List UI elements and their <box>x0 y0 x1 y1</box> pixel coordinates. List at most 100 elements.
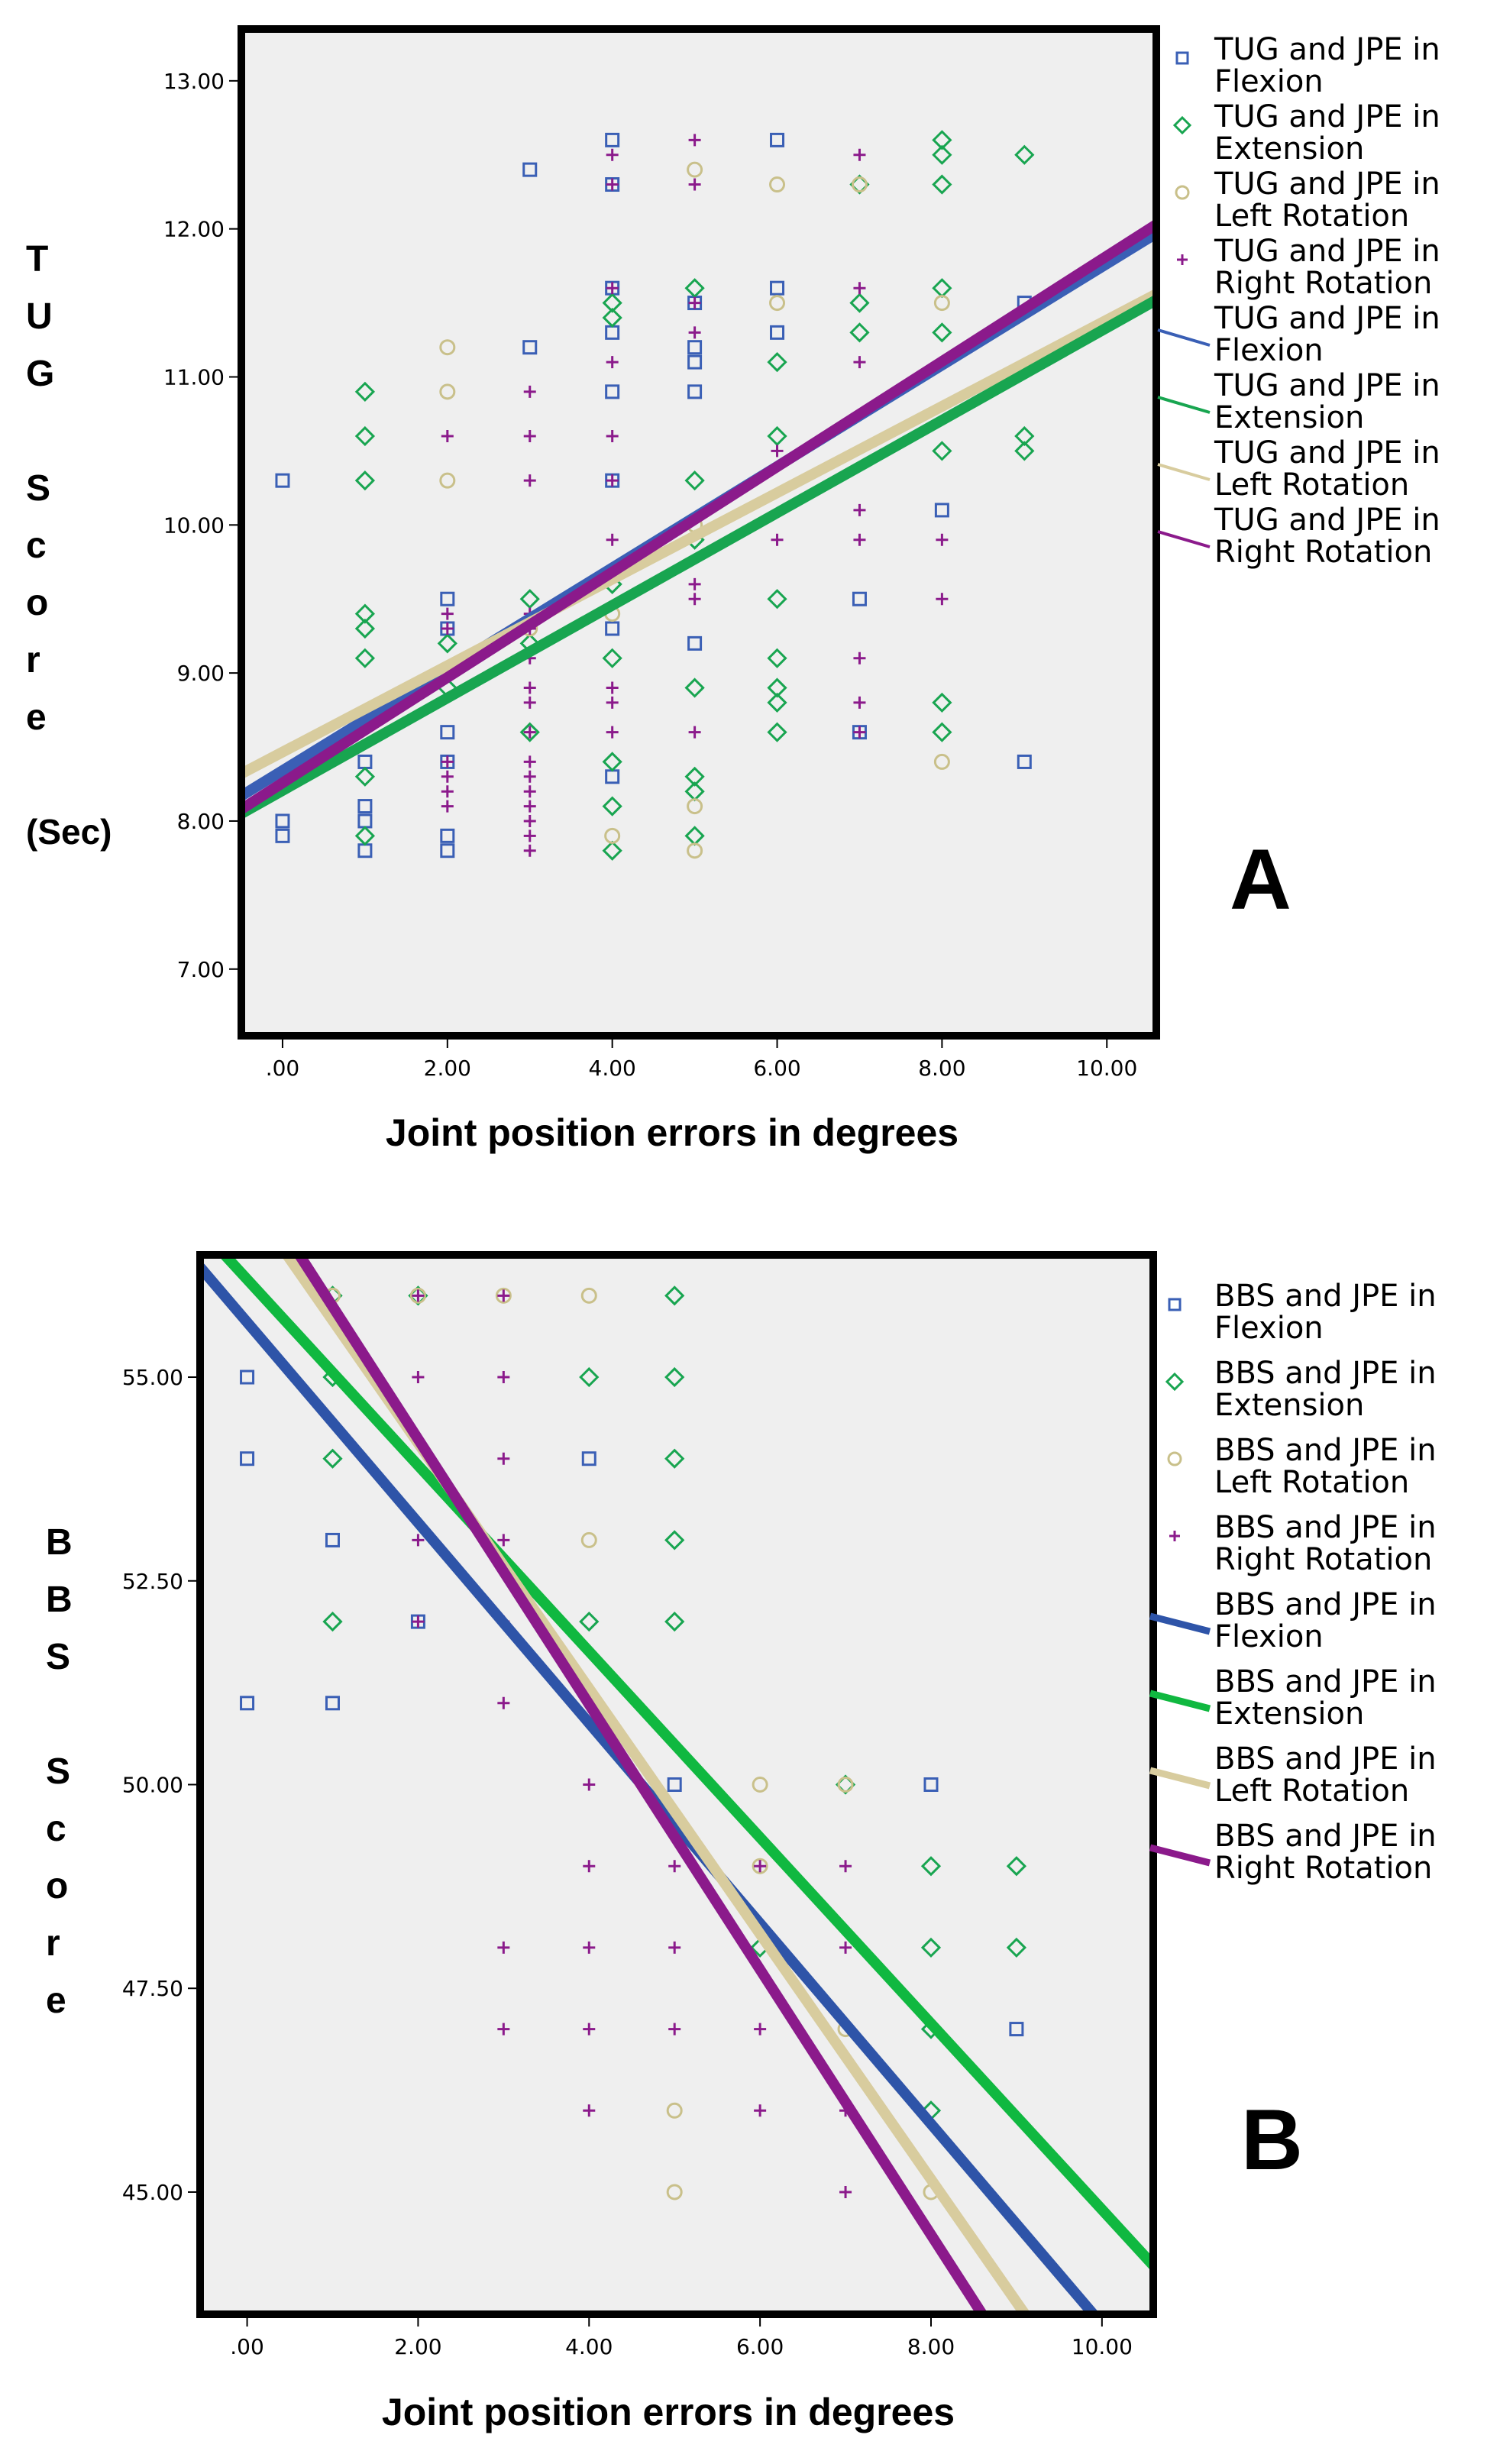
data-point-plus <box>583 1860 596 1873</box>
data-point-plus <box>853 726 866 739</box>
data-point-plus <box>771 445 784 458</box>
legend-label: Flexion <box>1214 333 1324 368</box>
legend-marker-diamond <box>1172 115 1192 135</box>
y-axis-title-part: r <box>46 1923 60 1964</box>
data-point-diamond <box>932 144 952 165</box>
data-point-plus <box>497 1371 510 1384</box>
data-point-square <box>770 132 785 147</box>
legend-line-swatch <box>1157 396 1211 414</box>
y-tick-label: 52.50 <box>122 1569 183 1594</box>
legend-label: TUG and JPE in <box>1214 32 1440 67</box>
data-point-plus <box>412 1289 425 1302</box>
data-point-diamond <box>1014 425 1035 447</box>
fit-line-right-rotation <box>293 1255 988 2314</box>
legend-label: Flexion <box>1214 1619 1324 1654</box>
x-tick-label: 8.00 <box>907 2334 955 2359</box>
data-point-diamond <box>932 174 952 195</box>
data-point-plus <box>688 577 701 590</box>
data-point-diamond <box>519 589 540 610</box>
data-point-plus <box>523 755 536 768</box>
data-point-circle <box>769 176 786 193</box>
plot-frame <box>238 25 1160 1040</box>
data-point-square <box>687 384 703 399</box>
data-point-diamond <box>602 840 622 861</box>
x-tick-label: 6.00 <box>753 1056 800 1081</box>
data-point-circle <box>769 295 786 312</box>
legend-label: BBS and JPE in <box>1214 1819 1437 1854</box>
data-point-circle <box>752 1858 768 1874</box>
data-point-plus <box>497 1534 510 1547</box>
data-point-plus <box>606 430 619 443</box>
data-point-diamond <box>602 648 622 668</box>
data-point-circle <box>439 472 456 489</box>
x-tick-label: .00 <box>230 2334 264 2359</box>
data-point-circle <box>666 2184 683 2200</box>
panel-letter: B <box>1241 2092 1303 2188</box>
legend-label: Right Rotation <box>1214 266 1432 301</box>
data-point-diamond <box>849 322 870 343</box>
legend-label: Extension <box>1214 1696 1364 1732</box>
data-point-plus <box>606 178 619 191</box>
data-point-diamond <box>684 677 705 698</box>
legend-label: TUG and JPE in <box>1214 234 1440 269</box>
data-point-plus <box>688 134 701 147</box>
data-point-diamond <box>767 692 787 713</box>
legend-label: Right Rotation <box>1214 1851 1432 1886</box>
panel-a-chart: 7.00 8.00 9.00 10.00 11.00 12.00 13.00 .00 2.00 4… <box>26 25 1440 1154</box>
data-point-diamond <box>932 722 952 742</box>
y-tick-label: 7.00 <box>177 957 225 982</box>
data-point-diamond <box>1006 1937 1027 1958</box>
data-point-plus <box>583 1778 596 1791</box>
data-point-diamond <box>1014 144 1035 165</box>
data-point-square <box>357 799 373 814</box>
data-point-plus <box>606 474 619 487</box>
legend-label: Flexion <box>1214 64 1324 99</box>
legend-label: BBS and JPE in <box>1214 1741 1437 1777</box>
data-point-plus <box>523 800 536 813</box>
data-point-plus <box>668 1941 681 1954</box>
data-point-plus <box>688 178 701 191</box>
y-axis-title-part: c <box>46 1809 66 1849</box>
data-point-diamond <box>767 722 787 742</box>
y-tick-label: 50.00 <box>122 1773 183 1798</box>
data-point-circle <box>687 161 703 178</box>
data-point-diamond <box>354 826 376 846</box>
data-point-diamond <box>354 648 376 668</box>
data-point-diamond <box>684 278 705 299</box>
y-axis-title-part: T <box>26 239 48 280</box>
y-axis-title-part: B <box>46 1580 73 1620</box>
data-point-diamond <box>602 752 622 772</box>
x-tick-label: 8.00 <box>918 1056 965 1081</box>
y-axis-title-part: S <box>46 1751 70 1792</box>
legend-label: Left Rotation <box>1214 1774 1409 1809</box>
x-tick-label: .00 <box>266 1056 300 1081</box>
legend-line-swatch <box>1149 1690 1211 1712</box>
data-point-plus <box>688 726 701 739</box>
data-point-plus <box>606 533 619 546</box>
data-point-plus <box>497 2023 510 2036</box>
x-axis-title: Joint position errors in degrees <box>386 1111 959 1154</box>
data-point-diamond <box>767 677 787 698</box>
data-point-plus <box>839 2185 852 2198</box>
x-tick-label: 4.00 <box>589 1056 636 1081</box>
data-point-plus <box>688 326 701 339</box>
data-point-square <box>240 1696 255 1711</box>
data-point-plus <box>936 593 949 606</box>
data-point-plus <box>839 1860 852 1873</box>
data-point-plus <box>583 2023 596 2036</box>
fit-line-extension <box>241 295 1156 819</box>
legend-marker-circle <box>1175 185 1190 200</box>
data-point-plus <box>853 356 866 369</box>
data-point-circle <box>495 1287 512 1304</box>
y-axis-title-part: r <box>26 640 40 681</box>
data-point-plus <box>853 652 866 665</box>
data-point-diamond <box>664 1366 685 1388</box>
data-point-square <box>240 1451 255 1466</box>
data-point-diamond <box>322 1611 343 1632</box>
data-point-diamond <box>354 470 376 491</box>
y-axis-title-part: e <box>46 1981 66 2021</box>
data-point-plus <box>441 430 454 443</box>
data-point-square <box>440 828 455 843</box>
data-point-diamond <box>664 1530 685 1551</box>
